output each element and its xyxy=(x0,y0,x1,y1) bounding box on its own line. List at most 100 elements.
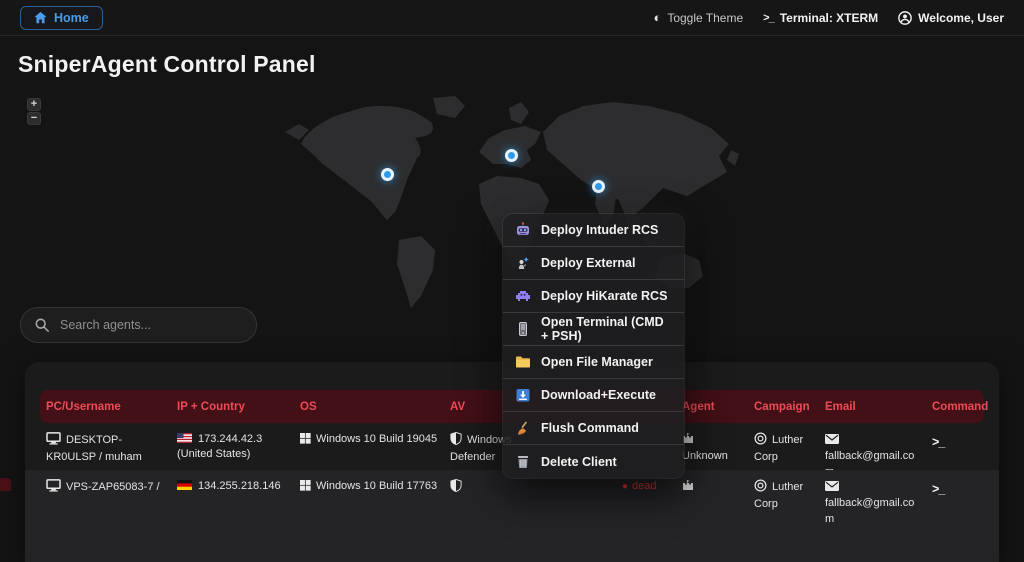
col-header-email: Email xyxy=(825,400,856,413)
zoom-out-button[interactable]: − xyxy=(27,112,41,125)
col-header-campaign: Campaign xyxy=(754,400,810,413)
desktop-icon xyxy=(46,432,61,450)
desktop-icon xyxy=(46,479,61,497)
folder-icon xyxy=(515,354,531,370)
robot-icon xyxy=(515,222,531,238)
united-states-flag-icon xyxy=(177,433,192,443)
av-cell xyxy=(450,470,560,562)
agent-context-menu: Deploy Intuder RCS Deploy External Deplo… xyxy=(503,214,684,478)
command-button[interactable]: >_ xyxy=(932,482,945,496)
command-button[interactable]: >_ xyxy=(932,435,945,449)
pc-username-text: DESKTOP-KR0ULSP / muham xyxy=(46,434,142,464)
menu-item-label: Deploy HiKarate RCS xyxy=(541,289,668,303)
dead-dot-icon: ● xyxy=(622,481,629,492)
user-icon xyxy=(898,10,912,25)
alien-icon xyxy=(515,288,531,304)
menu-item-delete-client[interactable]: Delete Client xyxy=(503,445,684,478)
col-header-os: OS xyxy=(300,400,317,413)
navbar-right-group: ◐ Toggle Theme >_ Terminal: XTERM Welcom… xyxy=(653,10,1004,25)
terminal-link[interactable]: >_ Terminal: XTERM xyxy=(763,11,878,25)
toggle-theme-button[interactable]: ◐ Toggle Theme xyxy=(653,10,743,25)
status-text: dead xyxy=(632,480,657,492)
top-navbar: Home ◐ Toggle Theme >_ Terminal: XTERM W… xyxy=(0,0,1024,36)
windows-icon xyxy=(300,433,311,449)
home-button[interactable]: Home xyxy=(20,5,103,30)
map-marker-india[interactable] xyxy=(592,180,605,193)
menu-item-deploy-intuder-rcs[interactable]: Deploy Intuder RCS xyxy=(503,214,684,247)
os-text: Windows 10 Build 19045 xyxy=(316,433,438,445)
campaign-cell: Luther Corp xyxy=(754,423,825,480)
menu-item-open-terminal[interactable]: Open Terminal (CMD + PSH) xyxy=(503,313,684,346)
trash-icon xyxy=(515,454,531,470)
download-icon xyxy=(515,387,531,403)
broom-icon xyxy=(515,420,531,436)
search-input[interactable] xyxy=(58,317,242,333)
user-menu[interactable]: Welcome, User xyxy=(898,11,1004,25)
terminal-prompt-icon: >_ xyxy=(763,11,775,24)
menu-item-label: Deploy External xyxy=(541,256,636,270)
ip-country-cell: 173.244.42.3 (United States) xyxy=(177,423,300,480)
terminal-device-icon xyxy=(515,321,531,337)
search-bar xyxy=(20,307,257,343)
envelope-icon xyxy=(825,481,839,496)
col-header-command: Command xyxy=(932,400,989,413)
campaign-text: Luther Corp xyxy=(754,434,804,464)
corner-accent xyxy=(0,478,11,491)
home-button-label: Home xyxy=(54,10,89,25)
bullseye-icon xyxy=(754,479,767,497)
agent-cell: Unknown xyxy=(682,423,754,480)
map-marker-europe[interactable] xyxy=(505,149,518,162)
col-header-pc-username: PC/Username xyxy=(46,400,121,413)
home-icon xyxy=(34,11,47,24)
os-cell: Windows 10 Build 17763 xyxy=(300,470,450,562)
pc-username-text: VPS-ZAP65083-7 / xyxy=(66,481,160,493)
shield-icon xyxy=(450,431,462,450)
table-row[interactable]: VPS-ZAP65083-7 / 134.255.218.146 Windows… xyxy=(25,470,999,562)
col-header-agent: Agent xyxy=(682,400,715,413)
zoom-in-button[interactable]: + xyxy=(27,98,41,111)
pc-username-cell: DESKTOP-KR0ULSP / muham xyxy=(46,423,177,480)
terminal-label: Terminal: XTERM xyxy=(779,10,879,25)
menu-item-label: Flush Command xyxy=(541,421,639,435)
ip-text: 134.255.218.146 xyxy=(198,480,281,492)
os-text: Windows 10 Build 17763 xyxy=(316,480,438,492)
menu-item-label: Open Terminal (CMD + PSH) xyxy=(541,315,664,343)
agent-text: Unknown xyxy=(682,450,728,463)
ip-text: 173.244.42.3 (United States) xyxy=(177,433,263,461)
menu-item-label: Delete Client xyxy=(541,454,617,469)
agent-cell xyxy=(682,470,754,562)
col-header-ip-country: IP + Country xyxy=(177,400,245,413)
theme-contrast-icon: ◐ xyxy=(653,10,662,25)
envelope-icon xyxy=(825,434,839,449)
campaign-cell: Luther Corp xyxy=(754,470,825,562)
menu-item-flush-command[interactable]: Flush Command xyxy=(503,412,684,445)
menu-item-deploy-external[interactable]: Deploy External xyxy=(503,247,684,280)
ip-country-cell: 134.255.218.146 xyxy=(177,470,300,562)
menu-item-open-file-manager[interactable]: Open File Manager xyxy=(503,346,684,379)
injector-figure-icon xyxy=(515,255,531,271)
toggle-theme-label: Toggle Theme xyxy=(667,10,744,25)
bullseye-icon xyxy=(754,432,767,450)
menu-item-deploy-hikarate-rcs[interactable]: Deploy HiKarate RCS xyxy=(503,280,684,313)
email-text: fallback@gmail.com xyxy=(825,497,915,525)
windows-icon xyxy=(300,480,311,496)
search-icon xyxy=(35,318,49,332)
map-marker-united-states[interactable] xyxy=(381,168,394,181)
germany-flag-icon xyxy=(177,480,192,490)
menu-item-label: Open File Manager xyxy=(541,355,653,369)
fort-icon xyxy=(682,479,694,496)
email-cell: fallback@gmail.com xyxy=(825,470,932,562)
av-cell: Windows Defender xyxy=(450,423,560,480)
page-title: SniperAgent Control Panel xyxy=(18,51,316,77)
av-text: Windows Defender xyxy=(450,434,512,464)
status-cell: ● dead xyxy=(560,470,682,562)
map-zoom-control: + − xyxy=(27,98,41,125)
menu-item-download-execute[interactable]: Download+Execute xyxy=(503,379,684,412)
col-header-av: AV xyxy=(450,400,466,413)
os-cell: Windows 10 Build 19045 xyxy=(300,423,450,480)
fort-icon xyxy=(682,432,694,449)
menu-item-label: Deploy Intuder RCS xyxy=(541,223,659,237)
shield-icon xyxy=(450,478,462,497)
welcome-label: Welcome, User xyxy=(918,10,1004,25)
pc-username-cell: VPS-ZAP65083-7 / xyxy=(46,470,177,562)
